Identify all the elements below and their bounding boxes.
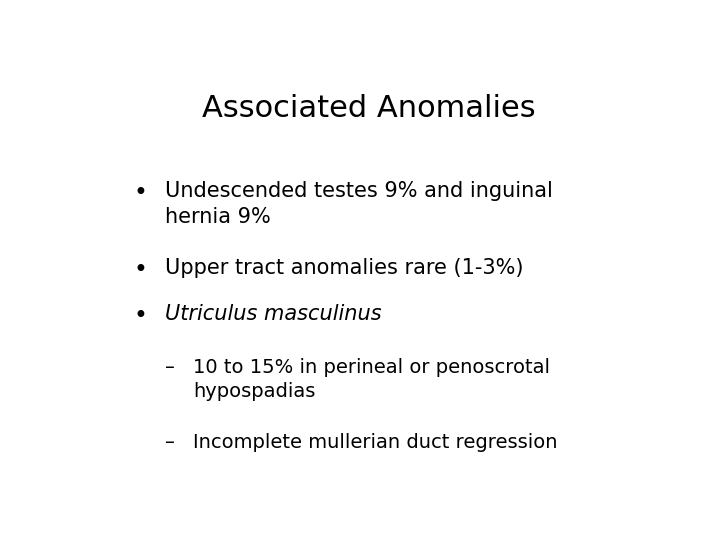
Text: Undescended testes 9% and inguinal
hernia 9%: Undescended testes 9% and inguinal herni… xyxy=(166,181,553,227)
Text: –: – xyxy=(166,358,175,377)
Text: Associated Anomalies: Associated Anomalies xyxy=(202,94,536,123)
Text: –: – xyxy=(166,433,175,452)
Text: •: • xyxy=(133,258,147,282)
Text: Utriculus masculinus: Utriculus masculinus xyxy=(166,304,382,324)
Text: Incomplete mullerian duct regression: Incomplete mullerian duct regression xyxy=(193,433,558,452)
Text: •: • xyxy=(133,181,147,205)
Text: Upper tract anomalies rare (1-3%): Upper tract anomalies rare (1-3%) xyxy=(166,258,524,278)
Text: 10 to 15% in perineal or penoscrotal
hypospadias: 10 to 15% in perineal or penoscrotal hyp… xyxy=(193,358,550,401)
Text: •: • xyxy=(133,304,147,328)
